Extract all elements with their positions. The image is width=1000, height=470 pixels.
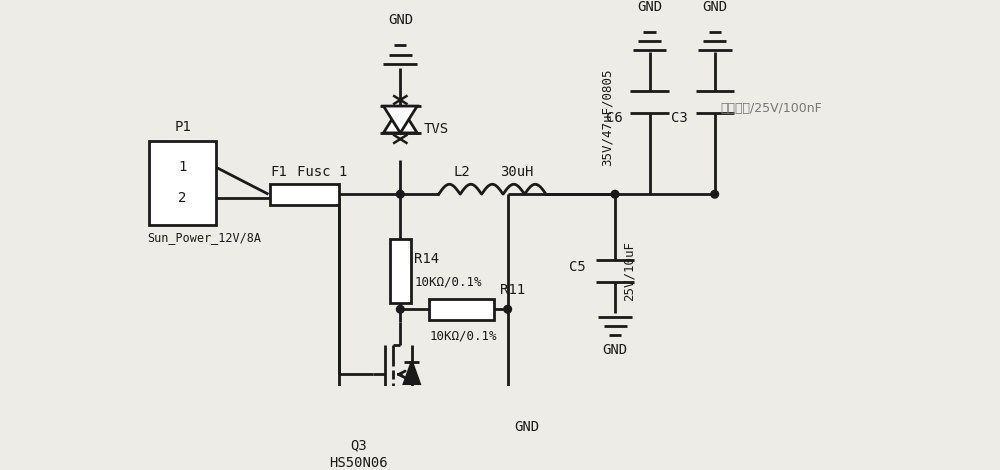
Text: GND: GND [388,13,413,27]
Polygon shape [383,106,417,133]
Polygon shape [404,362,419,384]
Text: HS50N06: HS50N06 [329,456,387,470]
Text: TVS: TVS [423,122,448,136]
Text: F1: F1 [270,165,287,179]
Text: Sun_Power_12V/8A: Sun_Power_12V/8A [147,231,261,244]
Bar [149,141,216,225]
Circle shape [488,423,496,431]
Text: C3: C3 [671,110,688,125]
Bar [390,239,411,303]
Circle shape [711,190,719,198]
Text: GND: GND [602,343,628,357]
Text: 10KΩ/0.1%: 10KΩ/0.1% [429,329,497,343]
Text: 2: 2 [178,191,187,205]
Polygon shape [383,106,417,133]
Text: R11: R11 [500,283,525,297]
Circle shape [611,190,619,198]
Text: 35V/47uF/0805: 35V/47uF/0805 [601,69,614,166]
Text: GND: GND [637,0,662,14]
Bar [270,183,339,205]
Text: GND: GND [702,0,727,14]
Text: C6: C6 [606,110,623,125]
Text: 1: 1 [178,160,187,174]
Circle shape [396,190,404,198]
Circle shape [396,306,404,313]
Circle shape [504,423,512,431]
Text: L2: L2 [454,165,471,179]
Text: 10KΩ/0.1%: 10KΩ/0.1% [414,276,482,289]
Text: Q3: Q3 [350,438,367,452]
Text: 30uH: 30uH [500,165,534,179]
Text: C5: C5 [569,260,586,274]
Text: 高频陶瓷/25V/100nF: 高频陶瓷/25V/100nF [721,102,823,115]
Circle shape [504,306,512,313]
Bar [429,298,494,320]
Text: R14: R14 [414,252,439,266]
Text: P1: P1 [174,120,191,134]
Text: Fusc 1: Fusc 1 [297,165,347,179]
Text: 25V/10uF: 25V/10uF [623,241,636,301]
Text: GND: GND [514,420,539,433]
